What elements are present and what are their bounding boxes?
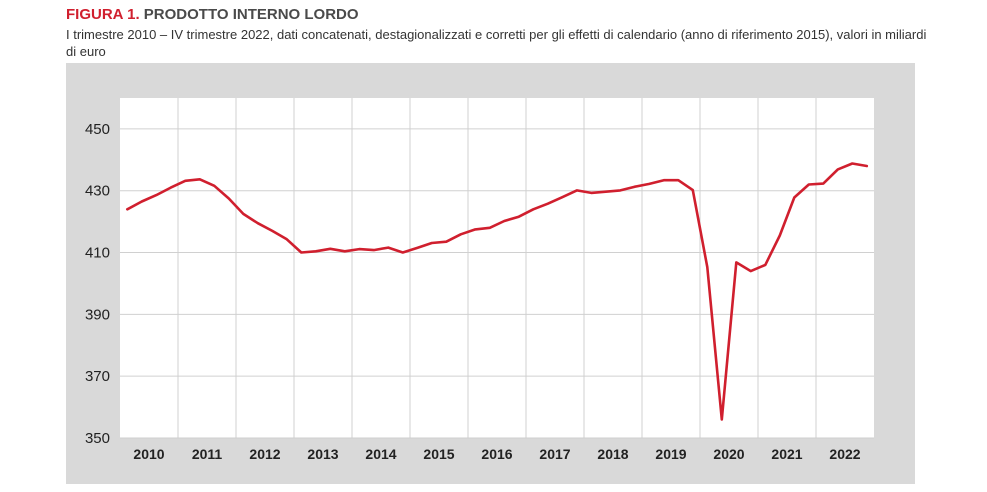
gdp-line-chart: 350 370 390 410 430 450 2010 2011 2012 2013 2014 20… bbox=[85, 98, 874, 462]
x-tick-label-2010: 2010 bbox=[133, 446, 164, 462]
x-tick-label-2018: 2018 bbox=[597, 446, 628, 462]
y-tick-label-450: 450 bbox=[85, 121, 110, 138]
figure-name: PRODOTTO INTERNO LORDO bbox=[143, 6, 359, 23]
plot-area bbox=[120, 98, 874, 438]
y-tick-label-430: 430 bbox=[85, 183, 110, 200]
figure-label: FIGURA 1. bbox=[66, 6, 140, 23]
x-tick-label-2011: 2011 bbox=[192, 446, 223, 462]
x-tick-label-2020: 2020 bbox=[713, 446, 744, 462]
x-tick-label-2022: 2022 bbox=[829, 446, 860, 462]
x-tick-label-2017: 2017 bbox=[539, 446, 570, 462]
gdp-series-line bbox=[125, 162, 869, 421]
x-tick-label-2013: 2013 bbox=[307, 446, 338, 462]
y-tick-label-410: 410 bbox=[85, 245, 110, 262]
y-tick-label-370: 370 bbox=[85, 368, 110, 385]
x-tick-label-2019: 2019 bbox=[655, 446, 686, 462]
x-tick-label-2014: 2014 bbox=[365, 446, 396, 462]
y-tick-label-390: 390 bbox=[85, 306, 110, 323]
x-tick-label-2012: 2012 bbox=[249, 446, 280, 462]
x-tick-label-2015: 2015 bbox=[423, 446, 454, 462]
x-tick-label-2021: 2021 bbox=[771, 446, 802, 462]
y-tick-label-350: 350 bbox=[85, 430, 110, 447]
figure-title: FIGURA 1. PRODOTTO INTERNO LORDO bbox=[66, 6, 359, 23]
chart-panel: 350 370 390 410 430 450 2010 2011 2012 2013 2014 20… bbox=[66, 63, 915, 484]
x-tick-label-2016: 2016 bbox=[481, 446, 512, 462]
figure-subtitle: I trimestre 2010 – IV trimestre 2022, da… bbox=[66, 27, 927, 59]
